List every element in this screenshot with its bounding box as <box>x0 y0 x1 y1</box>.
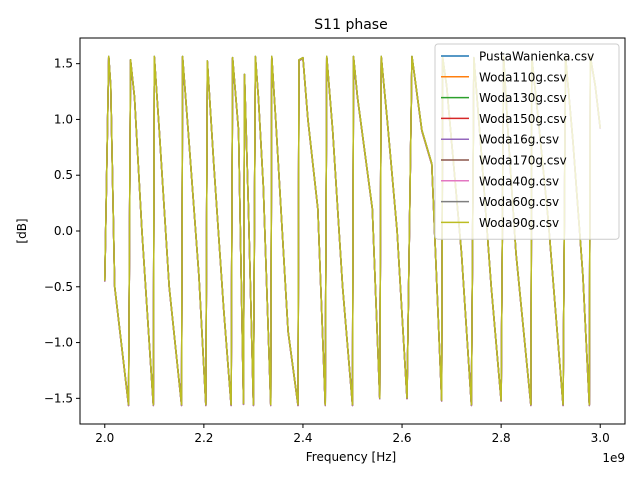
y-axis-ticks: −1.5 −1.0 −0.5 0.0 0.5 1.0 1.5 <box>44 57 80 405</box>
y-axis-label: [dB] <box>15 218 29 243</box>
y-tick-label: 1.0 <box>54 112 73 126</box>
legend-box <box>434 43 620 240</box>
x-axis-offset-label: 1e9 <box>602 451 625 465</box>
legend-entry: Woda130g.csv <box>479 91 567 105</box>
legend-entry: Woda60g.csv <box>479 195 559 209</box>
y-tick-label: −0.5 <box>44 280 73 294</box>
y-tick-label: 0.0 <box>54 224 73 238</box>
y-tick-label: −1.0 <box>44 336 73 350</box>
x-tick-label: 3.0 <box>591 431 610 445</box>
x-tick-label: 2.6 <box>392 431 411 445</box>
chart-title: S11 phase <box>314 17 387 33</box>
legend-entry: Woda90g.csv <box>479 216 559 230</box>
legend-entry: Woda40g.csv <box>479 174 559 188</box>
y-tick-label: −1.5 <box>44 391 73 405</box>
x-tick-label: 2.0 <box>95 431 114 445</box>
x-tick-label: 2.8 <box>492 431 511 445</box>
x-tick-label: 2.2 <box>194 431 213 445</box>
plot-lines <box>104 55 601 407</box>
legend: PustaWanienka.csv Woda110g.csv Woda130g.cs… <box>434 43 620 240</box>
legend-entry: PustaWanienka.csv <box>479 50 594 64</box>
legend-entry: Woda170g.csv <box>479 154 567 168</box>
y-tick-label: 0.5 <box>54 168 73 182</box>
y-tick-label: 1.5 <box>54 57 73 71</box>
legend-entry: Woda110g.csv <box>479 70 567 84</box>
x-tick-label: 2.4 <box>293 431 312 445</box>
legend-entry: Woda150g.csv <box>479 112 567 126</box>
legend-entry: Woda16g.csv <box>479 133 559 147</box>
x-axis-ticks: 2.0 2.2 2.4 2.6 2.8 3.0 <box>95 424 610 445</box>
x-axis-label: Frequency [Hz] <box>306 450 397 464</box>
